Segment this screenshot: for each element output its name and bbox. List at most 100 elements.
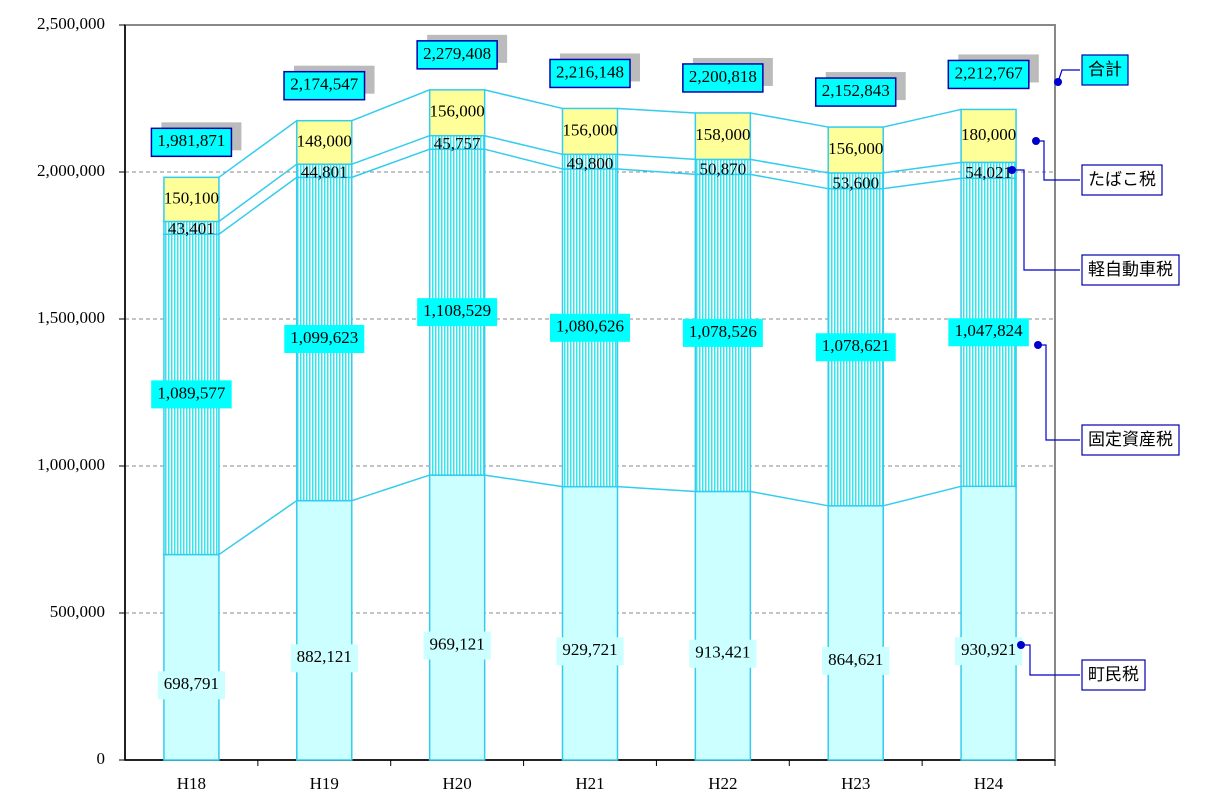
bar-segment (561, 107, 619, 156)
legend-box (1081, 54, 1129, 86)
value-label: 49,800 (567, 154, 614, 173)
series-line (750, 158, 829, 174)
legend-label: たばこ税 (1088, 170, 1156, 190)
y-tick-label: 500,000 (50, 602, 105, 621)
label-box (682, 63, 764, 93)
value-label-group: 45,757 (434, 134, 481, 153)
bar-segment (163, 176, 220, 223)
legend-dot (1008, 166, 1016, 174)
value-label: 44,801 (301, 162, 348, 181)
value-label-group: 1,108,529 (417, 298, 498, 327)
legend-box (1081, 254, 1180, 286)
legend-leader (1012, 169, 1080, 271)
legend-entry: 軽自動車税 (1081, 254, 1180, 286)
series-line (218, 500, 298, 556)
label-box (556, 637, 624, 666)
series-line (484, 134, 563, 156)
x-tick-label: H20 (443, 774, 472, 793)
x-tick-label: H22 (708, 774, 737, 793)
label-box (947, 59, 1030, 90)
value-label-group: 1,099,623 (284, 325, 365, 354)
bar-segment (296, 119, 353, 165)
label-box (549, 58, 631, 89)
value-label: 913,421 (695, 643, 750, 662)
label-box (550, 313, 630, 342)
legend-dot (1054, 78, 1062, 86)
value-label-group: 1,078,621 (815, 333, 896, 362)
series-line (883, 161, 962, 174)
value-label-group: 698,791 (157, 671, 226, 700)
value-label: 969,121 (430, 634, 485, 653)
series-line (883, 177, 962, 190)
label-box (150, 127, 233, 158)
series-line (484, 474, 563, 488)
value-label-group: 882,121 (290, 644, 358, 673)
bar-segment (960, 485, 1017, 761)
total-label: 2,174,547 (290, 75, 359, 94)
legend-label: 軽自動車税 (1088, 260, 1173, 280)
series-line (218, 163, 298, 223)
total-label-group: 2,279,408 (416, 34, 508, 70)
bar-segment (163, 553, 220, 761)
legend-entry: 合計 (1081, 54, 1129, 86)
legend-entry: 町民税 (1081, 659, 1146, 691)
series-line (218, 120, 298, 178)
value-label: 156,000 (430, 102, 485, 121)
y-tick-label: 2,000,000 (37, 161, 105, 180)
label-box (815, 333, 896, 362)
legend-label: 固定資産税 (1088, 430, 1173, 450)
total-label: 2,279,408 (423, 44, 491, 63)
value-label: 43,401 (168, 219, 215, 238)
y-tick-label: 1,500,000 (37, 308, 105, 327)
label-box (283, 70, 366, 101)
value-label-group: 156,000 (562, 120, 617, 139)
value-label: 180,000 (961, 125, 1016, 144)
series-line (484, 89, 563, 110)
legend-label: 合計 (1088, 60, 1122, 80)
value-label-group: 969,121 (423, 631, 491, 660)
value-label-group: 156,000 (828, 139, 883, 158)
legend-dot (1017, 641, 1025, 649)
value-label-group: 53,600 (832, 174, 879, 193)
series-line (351, 148, 430, 179)
bar-segment (694, 112, 752, 161)
bar-segment (827, 126, 884, 174)
value-label-group: 156,000 (430, 102, 485, 121)
bar-segment (827, 505, 884, 761)
label-box (157, 671, 226, 700)
series-line (484, 148, 563, 170)
value-label-group: 44,801 (301, 162, 348, 181)
value-label-group: 49,800 (567, 154, 614, 173)
value-label-group: 148,000 (297, 131, 352, 150)
legend-box (1081, 164, 1163, 196)
x-tick-label: H19 (310, 774, 339, 793)
value-label-group: 50,870 (699, 159, 746, 178)
legend-leader (1021, 644, 1080, 676)
total-label-group: 2,174,547 (283, 65, 375, 101)
series-line (218, 176, 298, 235)
label-box (423, 631, 491, 660)
bar-segment (960, 108, 1017, 164)
value-label: 158,000 (695, 125, 750, 144)
value-label: 156,000 (828, 139, 883, 158)
bar-segment (561, 485, 619, 761)
legend-label: 町民税 (1088, 665, 1139, 685)
legend-entry: 固定資産税 (1081, 424, 1180, 456)
label-box (814, 77, 897, 107)
label-box (290, 644, 358, 673)
total-label: 2,152,843 (822, 81, 890, 100)
x-tick-label: H18 (177, 774, 206, 793)
total-label-group: 2,216,148 (549, 53, 640, 89)
legend-box (1081, 659, 1146, 691)
label-box (822, 646, 890, 675)
y-tick-label: 1,000,000 (37, 455, 105, 474)
total-label: 2,212,767 (955, 63, 1024, 82)
legend-dot (1032, 137, 1040, 145)
value-label: 930,921 (961, 640, 1016, 659)
x-tick-label: H23 (841, 774, 870, 793)
value-label: 1,078,621 (822, 336, 890, 355)
series-line (351, 474, 430, 502)
bar-segment (428, 89, 486, 137)
label-box (954, 637, 1023, 666)
series-line (617, 107, 696, 114)
